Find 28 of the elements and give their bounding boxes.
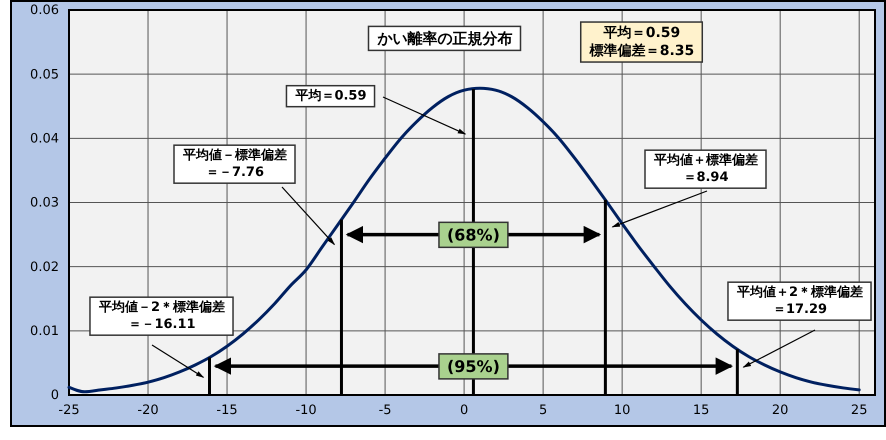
x-tick-label: -10 bbox=[295, 403, 317, 418]
y-tick-label: 0.05 bbox=[30, 67, 59, 82]
ref-line-label: 平均値＋標準偏差＝8.94 bbox=[653, 153, 758, 186]
ref-line-label: 平均値－標準偏差＝－7.76 bbox=[182, 148, 287, 180]
y-tick-label: 0.01 bbox=[30, 324, 59, 339]
x-tick-label: 25 bbox=[850, 403, 868, 418]
x-tick-label: -15 bbox=[216, 403, 238, 418]
x-tick-label: -5 bbox=[378, 403, 392, 418]
x-tick-label: -25 bbox=[58, 403, 80, 418]
x-tick-label: 20 bbox=[772, 403, 788, 418]
ref-line-label: 平均値－2＊標準偏差＝－16.11 bbox=[98, 300, 226, 332]
annotation: (95%) bbox=[446, 356, 500, 376]
y-tick-label: 0 bbox=[50, 388, 59, 404]
text: 平均＝0.59 標準偏差＝8.35 bbox=[588, 25, 694, 60]
x-tick-label: 15 bbox=[692, 403, 710, 418]
text: かい離率の正規分布 bbox=[376, 29, 512, 48]
line-series bbox=[68, 86, 861, 394]
y-tick-label: 0.02 bbox=[30, 260, 59, 275]
x-tick-label: 10 bbox=[614, 403, 630, 418]
ref-line-label: 平均＝0.59 bbox=[294, 88, 367, 104]
y-tick-label: 0.03 bbox=[30, 196, 59, 211]
ref-line-label: 平均値＋2＊標準偏差＝17.29 bbox=[736, 285, 864, 318]
x-tick-label: 0 bbox=[460, 403, 468, 418]
x-tick-label: 5 bbox=[538, 403, 548, 418]
annotation: (68%) bbox=[446, 225, 500, 244]
y-tick-label: 0.04 bbox=[30, 131, 59, 146]
y-tick-label: 0.06 bbox=[30, 3, 59, 18]
x-tick-label: -20 bbox=[137, 403, 159, 418]
